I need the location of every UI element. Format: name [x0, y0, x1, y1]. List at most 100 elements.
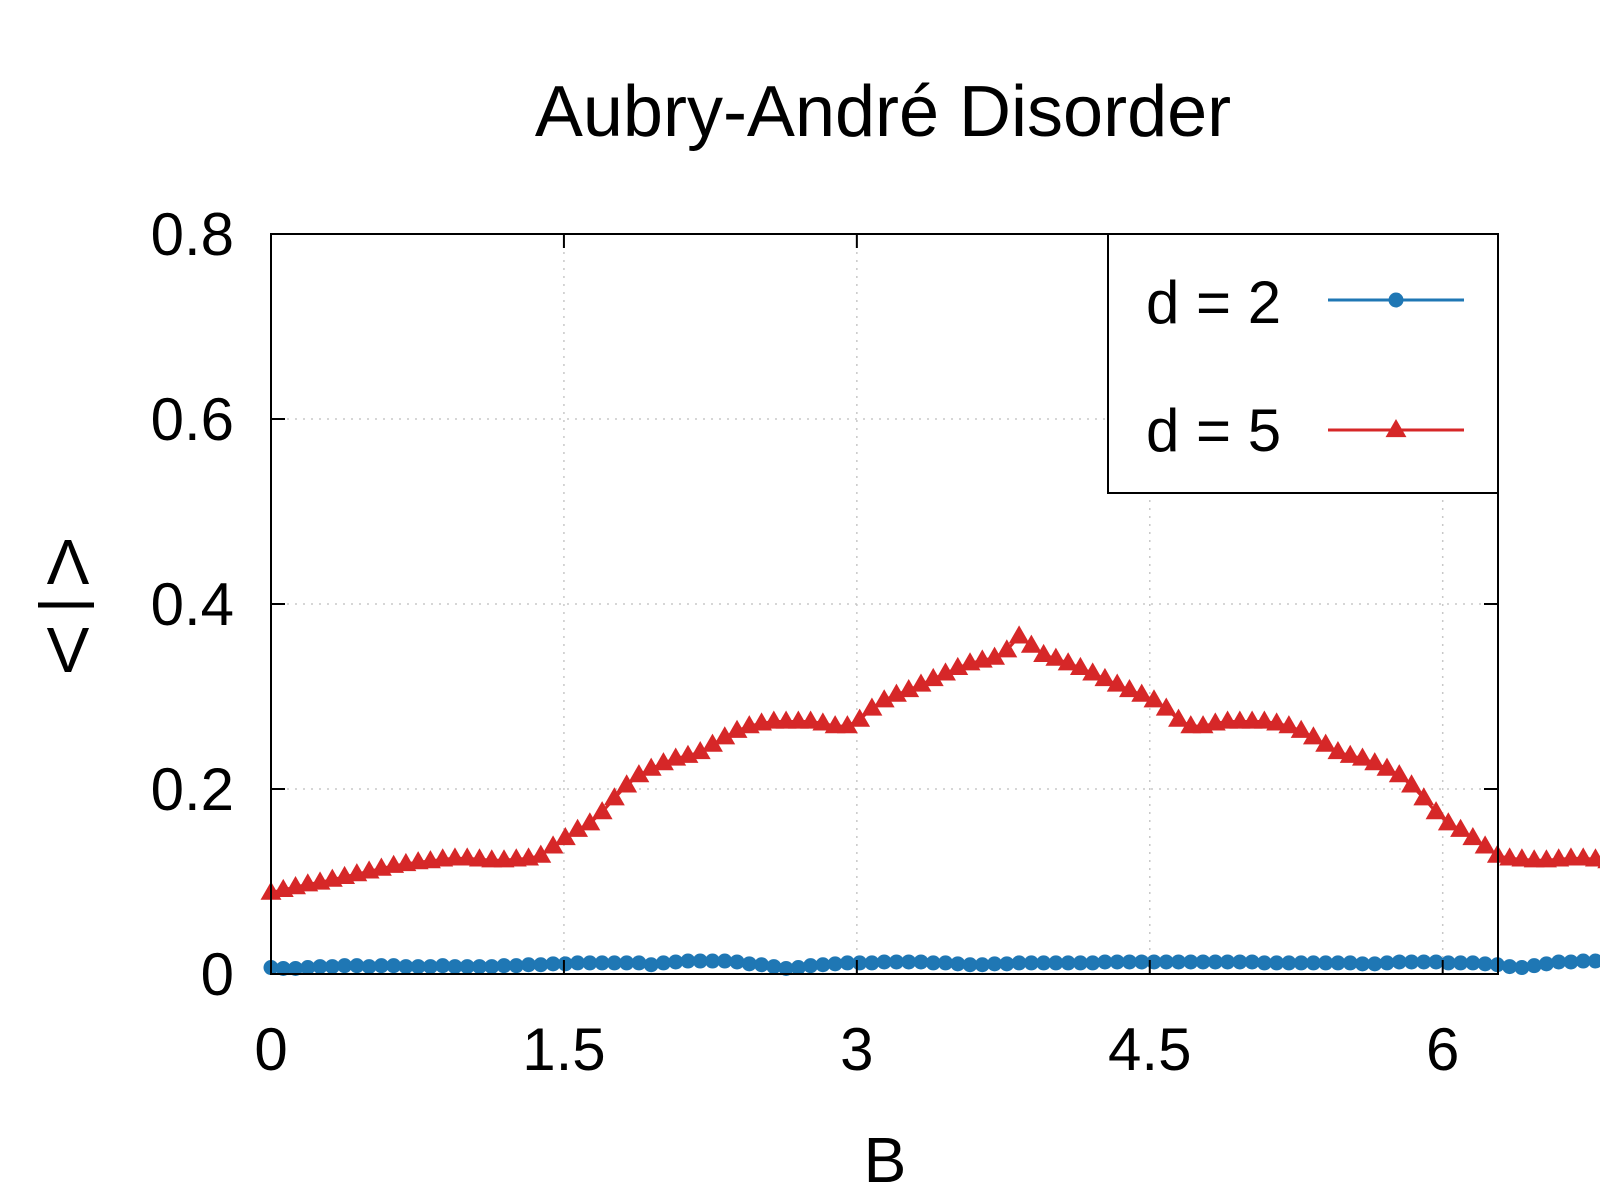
- data-point: [594, 955, 610, 971]
- data-point: [459, 959, 475, 975]
- data-point: [530, 844, 552, 863]
- data-point: [1585, 848, 1600, 867]
- series-2: [260, 625, 1600, 900]
- data-point: [628, 764, 650, 783]
- data-point: [300, 960, 316, 976]
- y-axis-label-numerator: Λ: [47, 526, 90, 598]
- data-point: [668, 954, 684, 970]
- data-point: [1278, 715, 1300, 734]
- data-point: [410, 959, 426, 975]
- legend-label-d5: d = 5: [1146, 397, 1281, 464]
- data-point: [619, 955, 635, 971]
- data-point: [1033, 643, 1055, 663]
- data-point: [962, 957, 978, 973]
- data-point: [631, 955, 647, 971]
- data-point: [1023, 955, 1039, 971]
- y-tick-label: 0.6: [151, 386, 234, 453]
- chart-title: Aubry-André Disorder: [535, 72, 1231, 152]
- legend-swatch-marker: [1385, 419, 1407, 438]
- data-point: [1327, 741, 1349, 760]
- data-point: [717, 953, 733, 969]
- data-point: [861, 697, 883, 716]
- data-point: [1391, 954, 1407, 970]
- data-point: [741, 956, 757, 972]
- data-point: [910, 673, 932, 692]
- data-point: [1244, 954, 1260, 970]
- data-point: [1048, 955, 1064, 971]
- data-point: [815, 957, 831, 973]
- legend-box: [1107, 233, 1499, 494]
- data-point: [803, 958, 819, 974]
- data-point: [373, 958, 389, 974]
- data-point: [567, 818, 589, 837]
- data-point: [1106, 673, 1128, 692]
- data-point: [714, 726, 736, 745]
- data-point: [873, 689, 895, 708]
- data-point: [435, 958, 451, 974]
- data-point: [886, 683, 907, 702]
- data-point: [950, 956, 966, 972]
- data-point: [935, 662, 956, 681]
- data-point: [1011, 955, 1027, 971]
- data-point: [726, 719, 748, 738]
- data-point: [1352, 747, 1373, 766]
- data-point: [1168, 708, 1189, 727]
- data-point: [386, 958, 402, 974]
- data-point: [849, 708, 871, 727]
- y-tick-label: 0.2: [151, 756, 234, 823]
- data-point: [422, 959, 438, 975]
- data-point: [1450, 818, 1472, 837]
- data-point: [1195, 954, 1211, 970]
- data-point: [570, 955, 586, 971]
- data-point: [640, 757, 662, 776]
- data-point: [938, 955, 954, 971]
- data-point: [800, 710, 822, 729]
- data-point: [1339, 744, 1361, 763]
- data-point: [766, 959, 782, 975]
- legend: d = 2 d = 5: [1107, 233, 1499, 494]
- y-axis-label: Λ V: [38, 526, 94, 686]
- data-point: [1502, 959, 1518, 975]
- data-point: [1388, 764, 1410, 783]
- data-point: [1315, 733, 1337, 752]
- data-point: [876, 954, 892, 970]
- data-point: [1474, 835, 1496, 854]
- data-point: [554, 827, 576, 846]
- x-axis-label: B: [864, 1124, 907, 1196]
- data-point: [471, 959, 487, 975]
- data-point: [1158, 954, 1174, 970]
- y-tick-label: 0: [201, 941, 234, 1008]
- data-point: [1060, 955, 1076, 971]
- data-point: [1269, 955, 1285, 971]
- data-point: [1465, 955, 1481, 971]
- data-point: [1207, 954, 1223, 970]
- data-point: [1364, 752, 1386, 771]
- data-point: [812, 712, 834, 731]
- data-point: [1379, 955, 1395, 971]
- data-point: [545, 956, 561, 972]
- y-tick-label: 0.4: [151, 571, 234, 638]
- data-point: [533, 957, 549, 973]
- data-point: [324, 959, 340, 975]
- data-point: [1045, 647, 1067, 666]
- data-point: [361, 959, 377, 975]
- data-point: [913, 954, 929, 970]
- data-point: [680, 953, 696, 969]
- plot-series: [260, 625, 1600, 976]
- data-point: [1097, 954, 1113, 970]
- data-point: [288, 960, 304, 976]
- data-point: [864, 955, 880, 971]
- data-point: [1069, 656, 1091, 675]
- x-tick-label: 1.5: [522, 1016, 605, 1083]
- data-point: [922, 667, 944, 687]
- data-point: [1367, 956, 1383, 972]
- data-point: [1121, 954, 1137, 970]
- data-point: [1155, 697, 1177, 716]
- data-point: [1453, 955, 1469, 971]
- data-point: [655, 955, 671, 971]
- data-point: [557, 956, 573, 972]
- data-point: [778, 960, 794, 976]
- data-point: [616, 774, 638, 793]
- data-point: [582, 955, 598, 971]
- data-point: [1413, 787, 1435, 806]
